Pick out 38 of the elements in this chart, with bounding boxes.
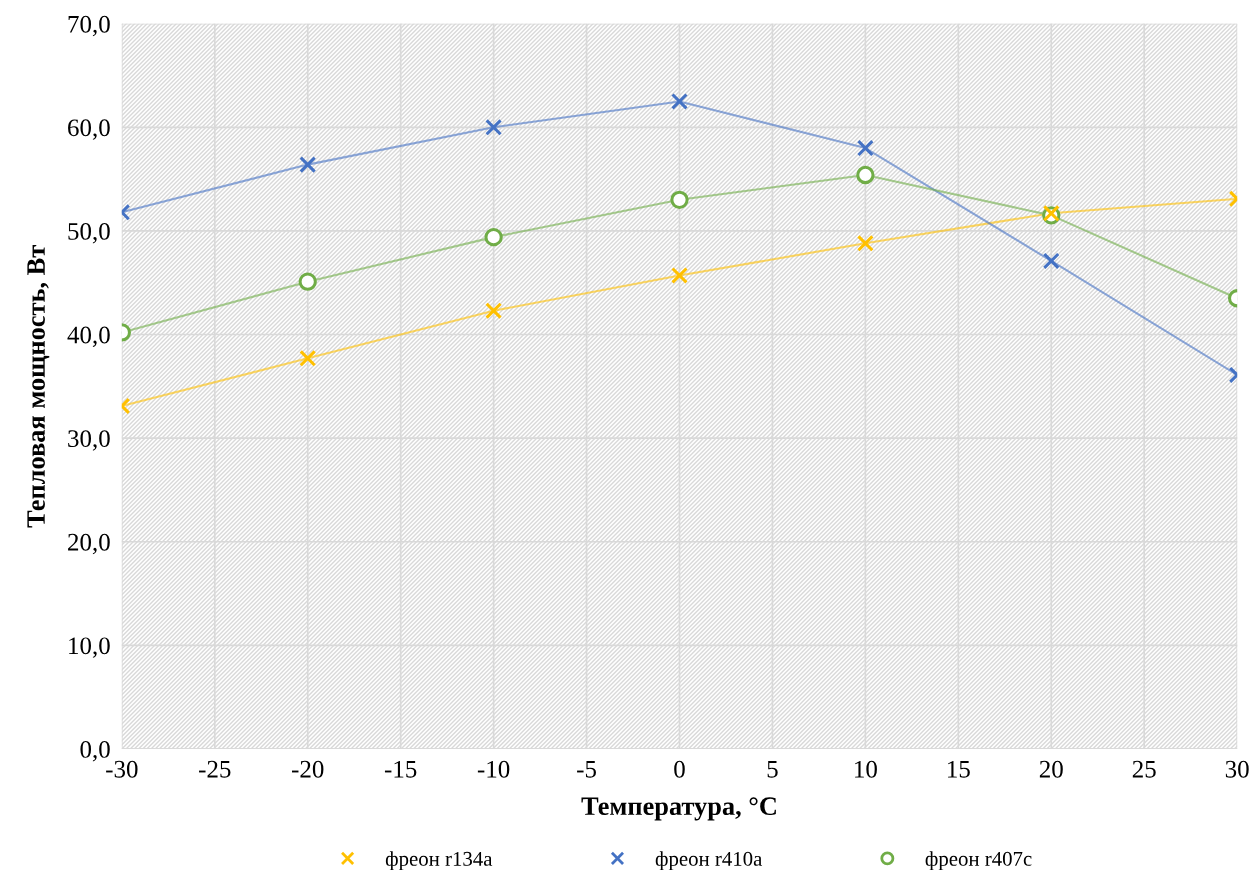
x-tick-label: -25 xyxy=(199,760,231,778)
point xyxy=(671,92,688,110)
x-tick-label: 0 xyxy=(674,760,685,778)
legend-label: фреон r410a xyxy=(655,851,763,871)
point xyxy=(856,234,874,252)
y-tick-label: 30,0 xyxy=(68,430,110,451)
y-tick-label: 20,0 xyxy=(68,533,110,555)
legend-label: фреон r407c xyxy=(925,851,1032,871)
y-axis-title: Тепловая мощность, Вт xyxy=(27,245,50,528)
y-tick-label: 60,0 xyxy=(68,119,110,140)
x-tick-label: -10 xyxy=(477,760,510,778)
point xyxy=(856,165,875,185)
x-axis-title: Температура, °C xyxy=(581,797,776,821)
y-tick-label: 40,0 xyxy=(67,326,110,348)
x-tick-label: -5 xyxy=(577,761,596,778)
point xyxy=(484,227,503,247)
x-tick-label: 10 xyxy=(855,760,877,778)
y-tick-label: 0,0 xyxy=(80,740,110,762)
legend-label: фреон r134a xyxy=(385,851,493,871)
point xyxy=(485,302,503,320)
x-tick-label: 20 xyxy=(1039,760,1063,778)
point xyxy=(856,139,874,157)
y-tick-label: 10,0 xyxy=(69,637,110,658)
y-tick-label: 50,0 xyxy=(68,222,110,244)
x-tick-label: 25 xyxy=(1132,760,1156,778)
point xyxy=(670,190,689,209)
x-tick-label: -20 xyxy=(291,760,324,778)
point xyxy=(299,156,317,174)
point xyxy=(671,266,688,284)
x-tick-label: -30 xyxy=(106,760,138,778)
y-tick-label: 70,0 xyxy=(68,15,110,37)
point xyxy=(299,349,317,367)
point xyxy=(485,118,503,136)
x-tick-label: -15 xyxy=(384,760,417,778)
x-tick-label: 15 xyxy=(948,760,970,778)
x-tick-label: 5 xyxy=(767,761,778,778)
x-tick-label: 30 xyxy=(1225,760,1249,778)
point xyxy=(1042,252,1060,270)
